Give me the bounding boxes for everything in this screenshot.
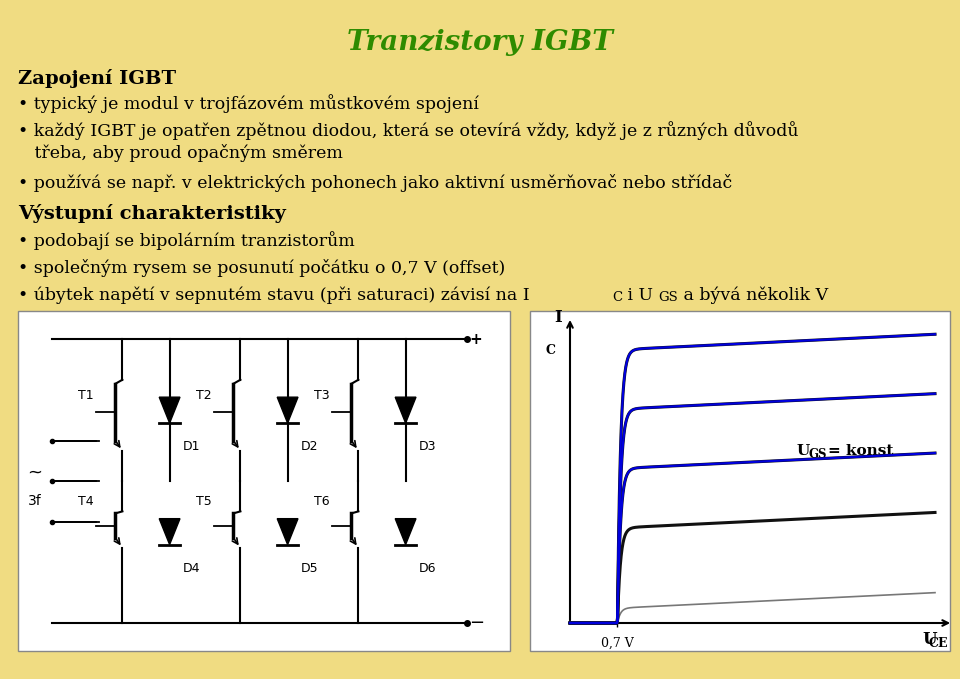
Text: GS: GS xyxy=(808,448,827,461)
Text: U: U xyxy=(796,444,809,458)
Text: • každý IGBT je opatřen zpětnou diodou, která se otevírá vždy, když je z různých: • každý IGBT je opatřen zpětnou diodou, … xyxy=(18,121,799,140)
Text: U: U xyxy=(923,631,937,648)
Polygon shape xyxy=(396,397,416,423)
Text: CE: CE xyxy=(928,637,948,650)
Text: I: I xyxy=(554,309,562,326)
Text: 0,7 V: 0,7 V xyxy=(601,637,634,650)
Text: D1: D1 xyxy=(182,440,201,453)
Polygon shape xyxy=(396,519,416,545)
Text: Výstupní charakteristiky: Výstupní charakteristiky xyxy=(18,204,286,223)
Text: T2: T2 xyxy=(197,390,212,403)
Text: T1: T1 xyxy=(79,390,94,403)
Text: D3: D3 xyxy=(419,440,436,453)
Text: třeba, aby proud opačným směrem: třeba, aby proud opačným směrem xyxy=(18,144,343,162)
Text: • úbytek napětí v sepnutém stavu (při saturaci) závisí na I: • úbytek napětí v sepnutém stavu (při sa… xyxy=(18,287,530,304)
Text: +: + xyxy=(469,332,482,347)
Text: • používá se např. v elektrických pohonech jako aktivní usměrňovač nebo střídač: • používá se např. v elektrických pohone… xyxy=(18,174,732,192)
Text: ~: ~ xyxy=(28,464,42,482)
Text: GS: GS xyxy=(658,291,678,304)
Text: Tranzistory IGBT: Tranzistory IGBT xyxy=(348,29,612,56)
Polygon shape xyxy=(159,397,180,423)
Text: • typický je modul v trojfázovém můstkovém spojení: • typický je modul v trojfázovém můstkov… xyxy=(18,94,479,113)
Polygon shape xyxy=(277,397,298,423)
Text: • podobají se bipolárním tranzistorům: • podobají se bipolárním tranzistorům xyxy=(18,231,355,250)
Text: i U: i U xyxy=(622,287,653,304)
Text: T5: T5 xyxy=(197,495,212,508)
Text: C: C xyxy=(546,344,556,357)
Text: a bývá několik V: a bývá několik V xyxy=(678,287,828,304)
Text: D4: D4 xyxy=(182,562,201,574)
Text: = konst: = konst xyxy=(828,444,894,458)
FancyBboxPatch shape xyxy=(530,311,950,651)
Text: T4: T4 xyxy=(79,495,94,508)
Text: D6: D6 xyxy=(419,562,436,574)
Text: −: − xyxy=(469,614,485,631)
Text: 3f: 3f xyxy=(28,494,41,509)
Text: Zapojení IGBT: Zapojení IGBT xyxy=(18,69,176,88)
Text: C: C xyxy=(612,291,622,304)
Text: D5: D5 xyxy=(300,562,319,574)
Polygon shape xyxy=(159,519,180,545)
Text: D2: D2 xyxy=(300,440,319,453)
Text: T3: T3 xyxy=(315,390,330,403)
Text: T6: T6 xyxy=(315,495,330,508)
Text: • společným rysem se posunutí počátku o 0,7 V (offset): • společným rysem se posunutí počátku o … xyxy=(18,259,505,277)
FancyBboxPatch shape xyxy=(18,311,510,651)
Polygon shape xyxy=(277,519,298,545)
